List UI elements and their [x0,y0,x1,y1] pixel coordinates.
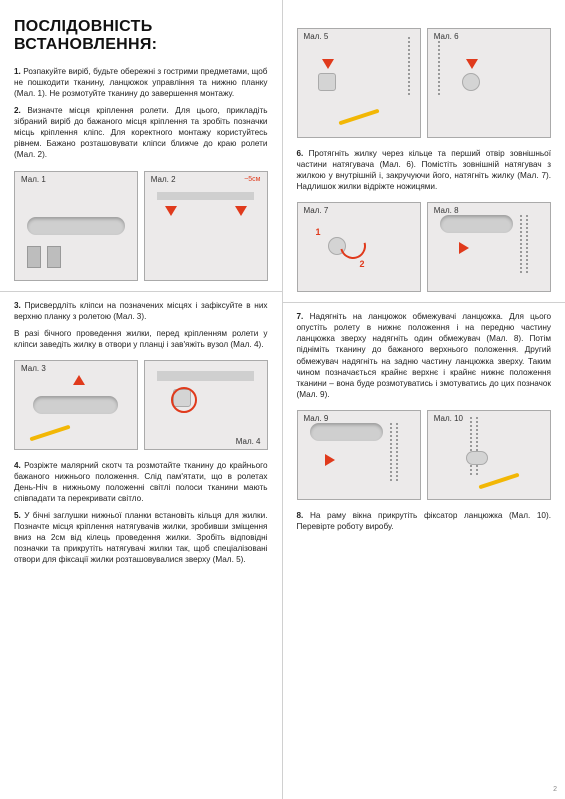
step-5-num: 5. [14,511,21,520]
callout-1: 1 [316,227,321,237]
step-8-num: 8. [297,511,304,520]
figure-8-label: Мал. 8 [432,206,461,215]
step-8-text: На раму вікна прикрутіть фіксатор ланцюж… [297,511,552,531]
page-title: ПОСЛІДОВНІСТЬ ВСТАНОВЛЕННЯ: [14,18,268,54]
roll-icon [440,215,513,233]
tensioner-icon [318,73,336,91]
step-6-num: 6. [297,149,304,158]
rotate-arrow-icon [335,228,371,264]
screwdriver-icon [478,472,519,489]
figure-3-label: Мал. 3 [19,364,48,373]
step-6-text: Протягніть жилку через кільце та перший … [297,149,552,191]
figure-7: Мал. 7 1 2 [297,202,421,292]
fig-row-5-6: Мал. 5 Мал. 6 [297,28,552,138]
arrow-icon [322,59,334,69]
arrow-icon [325,454,335,466]
section-divider [0,291,282,292]
figure-10-label: Мал. 10 [432,414,465,423]
step-7-num: 7. [297,312,304,321]
fig-row-3-4: Мал. 3 Мал. 4 [14,360,268,450]
figure-8: Мал. 8 [427,202,551,292]
figure-4: Мал. 4 [144,360,268,450]
fig-row-9-10: Мал. 9 Мал. 10 [297,410,552,500]
roll-icon [310,423,383,441]
instruction-page: ПОСЛІДОВНІСТЬ ВСТАНОВЛЕННЯ: 1. Розпакуйт… [0,0,565,799]
figure-10: Мал. 10 [427,410,551,500]
step-3: 3. Присвердліть кліпси на позначених міс… [14,300,268,322]
roll-icon [27,217,124,235]
chain-icon [470,417,472,477]
figure-2-label: Мал. 2 [149,175,178,184]
chain-icon [526,215,528,275]
step-4: 4. Розріжте малярний скотч та розмотайте… [14,460,268,504]
arrow-icon [459,242,469,254]
fig-row-1-2: Мал. 1 Мал. 2 ~5см [14,171,268,281]
arrow-icon [235,206,247,216]
step-7: 7. Надягніть на ланцюжок обмежувачі ланц… [297,311,552,400]
figure-5-label: Мал. 5 [302,32,331,41]
step-1-text: Розпакуйте виріб, будьте обережні з гост… [14,67,268,98]
right-column: Мал. 5 Мал. 6 6. Протягніть жилку через … [283,0,565,799]
step-6: 6. Протягніть жилку через кільце та перш… [297,148,552,192]
figure-4-label: Мал. 4 [234,437,263,446]
arrow-icon [73,375,85,385]
figure-3: Мал. 3 [14,360,138,450]
figure-6: Мал. 6 [427,28,551,138]
arrow-icon [165,206,177,216]
step-2: 2. Визначте місця кріплення ролети. Для … [14,105,268,160]
chain-icon [396,423,398,483]
figure-7-label: Мал. 7 [302,206,331,215]
figure-2-dim: ~5см [244,176,260,183]
rail-icon [157,192,254,200]
screwdriver-icon [338,109,379,126]
step-3-text: Присвердліть кліпси на позначених місцях… [14,301,268,321]
highlight-ring-icon [171,387,197,413]
tensioner-cap-icon [462,73,480,91]
step-8: 8. На раму вікна прикрутіть фіксатор лан… [297,510,552,532]
step-2-num: 2. [14,106,21,115]
step-5-text: У бічні заглушки нижньої планки встанові… [14,511,268,564]
chain-icon [520,215,522,275]
figure-6-label: Мал. 6 [432,32,461,41]
figure-5: Мал. 5 [297,28,421,138]
step-3-num: 3. [14,301,21,310]
fig-row-7-8: Мал. 7 1 2 Мал. 8 [297,202,552,292]
cord-icon [408,37,410,97]
section-divider [283,302,565,303]
arrow-icon [466,59,478,69]
step-4-text: Розріжте малярний скотч та розмотайте тк… [14,461,268,503]
bracket-icon [47,246,61,268]
figure-2: Мал. 2 ~5см [144,171,268,281]
callout-2: 2 [360,259,365,269]
chain-fixer-icon [466,451,488,465]
step-2-text: Визначте місця кріплення ролети. Для цьо… [14,106,268,159]
figure-1-label: Мал. 1 [19,175,48,184]
figure-9-label: Мал. 9 [302,414,331,423]
step-5: 5. У бічні заглушки нижньої планки встан… [14,510,268,565]
cord-icon [438,37,440,97]
figure-1: Мал. 1 [14,171,138,281]
step-7-text: Надягніть на ланцюжок обмежувачі ланцюжк… [297,312,552,398]
rail-icon [157,371,254,381]
roll-icon [33,396,118,414]
step-1: 1. Розпакуйте виріб, будьте обережні з г… [14,66,268,99]
page-number: 2 [553,786,557,793]
screwdriver-icon [29,424,70,441]
bracket-icon [27,246,41,268]
step-4-num: 4. [14,461,21,470]
left-column: ПОСЛІДОВНІСТЬ ВСТАНОВЛЕННЯ: 1. Розпакуйт… [0,0,283,799]
figure-9: Мал. 9 [297,410,421,500]
chain-icon [390,423,392,483]
step-3-note: В разі бічного проведення жилки, перед к… [14,328,268,350]
chain-icon [476,417,478,477]
step-1-num: 1. [14,67,21,76]
